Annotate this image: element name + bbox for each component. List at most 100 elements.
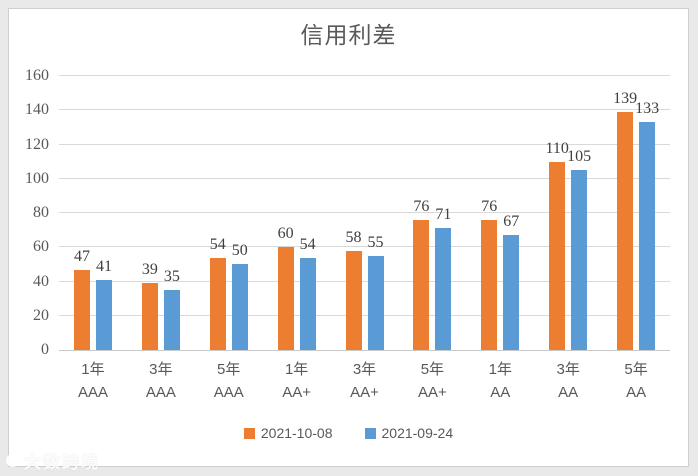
x-axis-category-line1: 1年 xyxy=(284,361,309,378)
bar-2021-09-24 xyxy=(503,235,520,350)
bar-value-label: 41 xyxy=(95,258,112,275)
legend-swatch xyxy=(243,427,255,439)
bar-value-label: 60 xyxy=(277,225,294,242)
bar-value-label: 35 xyxy=(163,268,180,285)
y-axis-tick-label: 40 xyxy=(33,272,49,290)
bar-2021-10-08 xyxy=(141,283,158,350)
bar-2021-09-24 xyxy=(95,280,112,350)
x-axis-category: 1年 AA+ xyxy=(263,358,331,404)
watermark-logo-icon xyxy=(6,454,19,467)
bar-2021-10-08 xyxy=(277,247,294,350)
x-axis-category-line1: 5年 xyxy=(217,361,241,378)
y-axis-tick-label: 120 xyxy=(25,135,49,153)
bar-value-label: 54 xyxy=(299,236,316,253)
bar-2021-09-24 xyxy=(163,290,180,350)
bar-value-label: 105 xyxy=(567,148,592,165)
bar-column: 55 xyxy=(367,234,384,350)
x-axis-category-line2: AAA xyxy=(213,384,244,401)
x-axis-category-line2: AA xyxy=(558,384,579,401)
bar-2021-09-24 xyxy=(367,256,384,350)
x-axis-category: 1年 AAA xyxy=(59,358,127,404)
bar-column: 58 xyxy=(345,229,362,350)
bar-group: 110 105 xyxy=(534,76,602,350)
gridline xyxy=(59,314,670,316)
gridline xyxy=(59,212,670,213)
chart-card: 信用利差 0 20 40 60 80 100 120 140 160 47 41 39 35 54 50 6… xyxy=(8,8,689,467)
y-axis-tick-label: 60 xyxy=(33,238,49,256)
bar-group: 139 133 xyxy=(602,76,670,350)
x-axis-category-line1: 3年 xyxy=(556,361,580,378)
bar-2021-09-24 xyxy=(639,122,656,350)
bar-2021-10-08 xyxy=(345,251,362,350)
legend-item: 2021-09-24 xyxy=(364,425,454,441)
bar-value-label: 58 xyxy=(345,229,362,246)
bar-value-label: 55 xyxy=(367,234,384,251)
bar-2021-09-24 xyxy=(299,258,316,350)
x-axis-category: 3年 AA xyxy=(534,358,602,404)
x-axis-category-line1: 3年 xyxy=(352,361,377,378)
bar-group: 76 71 xyxy=(398,76,466,350)
bar-value-label: 76 xyxy=(413,198,430,215)
x-axis-category-line2: AA+ xyxy=(282,384,311,401)
x-axis-category-line2: AA xyxy=(490,384,511,401)
y-axis-tick-label: 140 xyxy=(25,101,49,119)
bar-column: 60 xyxy=(277,225,294,350)
bar-2021-10-08 xyxy=(209,258,226,350)
bar-value-label: 110 xyxy=(545,140,569,157)
gridline xyxy=(59,246,670,248)
watermark-text: 大数跨境 xyxy=(24,453,100,472)
x-axis-category: 5年 AA+ xyxy=(398,358,466,404)
plot-area: 0 20 40 60 80 100 120 140 160 47 41 39 35 54 50 60 54 58… xyxy=(25,67,670,358)
x-axis-category: 5年 AA xyxy=(602,358,670,404)
bar-column: 105 xyxy=(567,148,591,350)
bar-group: 76 67 xyxy=(466,76,534,350)
bars-container: 47 41 39 35 54 50 60 54 58 55 76 71 76 67 110 105 139 133 xyxy=(59,76,670,350)
bar-2021-10-08 xyxy=(549,162,566,350)
x-axis-category-line2: AAA xyxy=(77,384,108,401)
legend-item: 2021-10-08 xyxy=(243,425,333,441)
gridline xyxy=(59,177,670,179)
y-axis-tick-label: 80 xyxy=(33,204,49,221)
gridline xyxy=(59,109,670,111)
bar-value-label: 67 xyxy=(503,213,520,230)
x-axis-category-line2: AAA xyxy=(145,384,176,401)
y-axis-tick-label: 0 xyxy=(41,341,49,358)
bar-2021-10-08 xyxy=(617,112,634,350)
bar-column: 41 xyxy=(95,258,112,350)
bar-column: 139 xyxy=(613,90,637,350)
bar-2021-10-08 xyxy=(73,270,90,350)
y-axis-tick-label: 160 xyxy=(25,67,49,84)
bar-group: 60 54 xyxy=(263,76,331,350)
legend: 2021-10-08 2021-09-24 xyxy=(9,425,688,441)
legend-label: 2021-09-24 xyxy=(381,425,454,441)
bar-column: 67 xyxy=(503,213,520,350)
bar-column: 133 xyxy=(635,100,659,350)
bar-value-label: 76 xyxy=(481,198,498,215)
watermark: 大数跨境 xyxy=(6,448,100,473)
chart-title: 信用利差 xyxy=(300,23,397,48)
bar-2021-09-24 xyxy=(435,228,452,350)
bar-column: 54 xyxy=(209,236,226,350)
bar-value-label: 39 xyxy=(141,261,158,278)
y-axis-tick-label: 20 xyxy=(33,306,49,324)
legend-swatch xyxy=(364,427,376,439)
legend-label: 2021-10-08 xyxy=(260,425,333,441)
x-axis-category-line1: 1年 xyxy=(488,361,512,378)
x-axis-category-line1: 1年 xyxy=(81,361,105,378)
bar-2021-10-08 xyxy=(413,220,430,350)
bar-2021-10-08 xyxy=(481,220,498,350)
x-axis-category-line2: AA+ xyxy=(418,384,447,401)
x-axis-category: 3年 AA+ xyxy=(331,358,399,404)
bar-group: 54 50 xyxy=(195,76,263,350)
bar-value-label: 50 xyxy=(231,242,248,259)
bar-column: 39 xyxy=(141,261,158,350)
x-axis-category-line1: 5年 xyxy=(624,361,648,378)
bar-value-label: 139 xyxy=(613,90,638,107)
x-axis-labels: 1年 AAA 3年 AAA 5年 AAA 1年 AA+ 3年 AA+ 5年 AA+ 1年 AA 3年 AA 5年… xyxy=(59,358,670,404)
y-axis-tick-label: 100 xyxy=(25,169,49,187)
bar-column: 35 xyxy=(163,268,180,350)
bar-column: 54 xyxy=(299,236,316,350)
bar-group: 39 35 xyxy=(127,76,195,350)
x-axis-category-line2: AA xyxy=(626,384,647,401)
bar-2021-09-24 xyxy=(571,170,588,350)
